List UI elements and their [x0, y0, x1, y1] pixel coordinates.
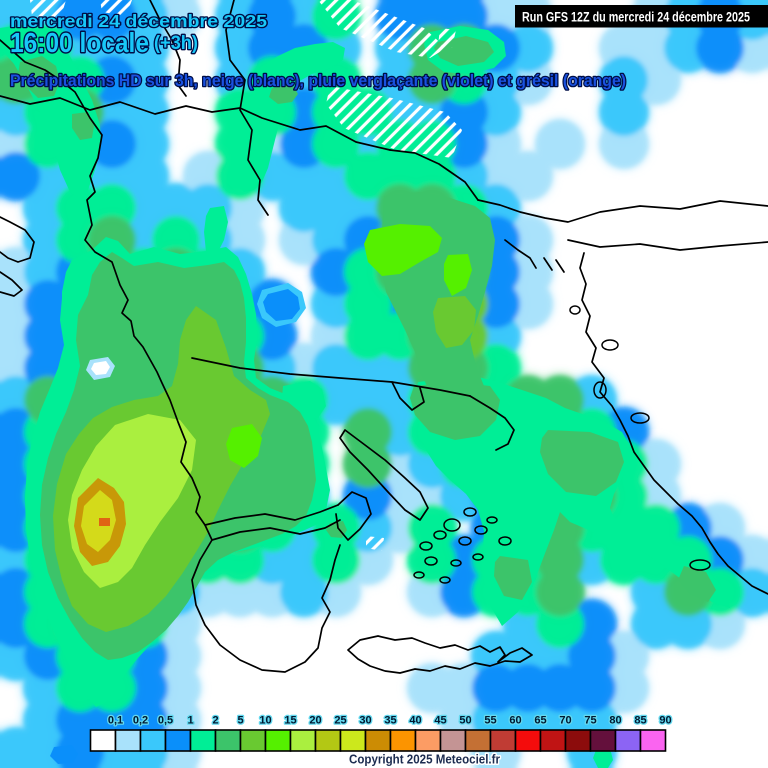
- svg-text:0,5: 0,5: [158, 715, 173, 727]
- svg-text:25: 25: [334, 715, 346, 727]
- svg-text:75: 75: [584, 715, 596, 727]
- svg-text:45: 45: [434, 715, 446, 727]
- svg-text:10: 10: [259, 715, 271, 727]
- svg-text:80: 80: [609, 715, 621, 727]
- svg-text:50: 50: [459, 715, 471, 727]
- svg-text:16:00 locale: 16:00 locale: [10, 27, 149, 58]
- svg-text:20: 20: [309, 715, 321, 727]
- svg-text:Run GFS 12Z du mercredi 24 déc: Run GFS 12Z du mercredi 24 décembre 2025: [522, 10, 750, 25]
- svg-text:15: 15: [284, 715, 296, 727]
- svg-text:5: 5: [237, 715, 243, 727]
- svg-text:0,1: 0,1: [108, 715, 123, 727]
- svg-text:90: 90: [659, 715, 671, 727]
- svg-text:55: 55: [484, 715, 496, 727]
- svg-text:70: 70: [559, 715, 571, 727]
- svg-text:40: 40: [409, 715, 421, 727]
- svg-text:mercredi 24 décembre 2025: mercredi 24 décembre 2025: [10, 11, 267, 31]
- svg-text:35: 35: [384, 715, 396, 727]
- svg-text:30: 30: [359, 715, 371, 727]
- svg-text:1: 1: [187, 715, 193, 727]
- svg-text:60: 60: [509, 715, 521, 727]
- svg-text:2: 2: [212, 715, 218, 727]
- svg-text:85: 85: [634, 715, 646, 727]
- svg-text:65: 65: [534, 715, 546, 727]
- svg-text:Copyright 2025 Meteociel.fr: Copyright 2025 Meteociel.fr: [349, 752, 500, 767]
- svg-text:0,2: 0,2: [133, 715, 148, 727]
- svg-text:Précipitations HD sur 3h, neig: Précipitations HD sur 3h, neige (blanc),…: [10, 71, 626, 90]
- svg-text:(+3h): (+3h): [154, 33, 198, 54]
